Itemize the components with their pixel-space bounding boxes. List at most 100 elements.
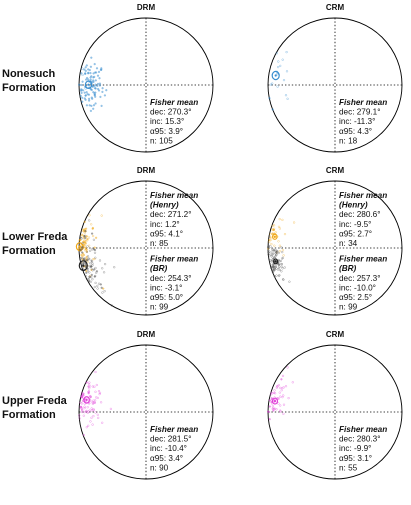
direction-point bbox=[82, 414, 85, 417]
direction-point bbox=[83, 228, 86, 231]
direction-point bbox=[277, 240, 280, 243]
direction-point bbox=[90, 416, 93, 419]
direction-point bbox=[92, 258, 95, 261]
direction-point bbox=[84, 98, 87, 101]
direction-point bbox=[274, 407, 277, 411]
direction-point bbox=[85, 248, 88, 251]
direction-point bbox=[86, 245, 89, 248]
direction-point bbox=[86, 255, 90, 258]
direction-point bbox=[96, 284, 99, 288]
direction-point bbox=[83, 258, 86, 261]
direction-point bbox=[80, 88, 83, 91]
direction-point bbox=[271, 271, 275, 274]
direction-point bbox=[84, 72, 87, 76]
direction-point bbox=[96, 413, 99, 416]
alpha95-ellipse bbox=[78, 260, 88, 272]
direction-point bbox=[282, 254, 285, 257]
direction-point bbox=[87, 68, 90, 71]
direction-point bbox=[81, 96, 84, 99]
direction-point bbox=[78, 238, 82, 242]
direction-point bbox=[269, 251, 273, 254]
direction-point bbox=[110, 304, 113, 307]
direction-point bbox=[279, 64, 282, 68]
direction-point bbox=[274, 265, 278, 268]
direction-point bbox=[83, 220, 86, 224]
direction-point bbox=[101, 267, 104, 270]
direction-point bbox=[273, 275, 276, 278]
direction-point bbox=[109, 407, 113, 411]
stats-n: n: 85 bbox=[150, 239, 169, 248]
stats-a95: α95: 2.5° bbox=[339, 293, 372, 302]
direction-point bbox=[292, 221, 296, 224]
direction-point bbox=[80, 408, 84, 411]
stats-header: Fisher mean bbox=[150, 425, 198, 434]
direction-point bbox=[94, 79, 97, 82]
panel-title: DRM bbox=[137, 166, 156, 175]
direction-point bbox=[92, 80, 95, 83]
direction-point bbox=[83, 68, 86, 71]
direction-point bbox=[94, 266, 97, 270]
stats-a95: α95: 3.1° bbox=[339, 454, 372, 463]
direction-point bbox=[88, 219, 91, 222]
direction-point bbox=[101, 421, 104, 424]
direction-point bbox=[83, 91, 86, 94]
direction-point bbox=[91, 278, 94, 281]
direction-point bbox=[88, 257, 91, 261]
direction-point bbox=[86, 270, 90, 273]
direction-point bbox=[269, 261, 272, 264]
direction-point bbox=[273, 255, 276, 259]
direction-point bbox=[83, 406, 86, 410]
direction-point bbox=[272, 406, 275, 410]
direction-point bbox=[277, 251, 280, 255]
formation-label: Upper Freda bbox=[2, 395, 68, 407]
direction-point bbox=[90, 273, 93, 277]
formation-label: Formation bbox=[2, 82, 56, 94]
stats-dec: dec: 271.2° bbox=[150, 210, 192, 219]
direction-point bbox=[90, 88, 93, 92]
formation-label: Formation bbox=[2, 409, 56, 421]
direction-point bbox=[271, 248, 274, 251]
direction-point bbox=[91, 269, 94, 272]
direction-point bbox=[91, 234, 95, 238]
stats-a95: α95: 4.1° bbox=[150, 229, 183, 238]
alpha95-ellipse bbox=[271, 70, 280, 81]
stats-dec: dec: 257.3° bbox=[339, 274, 381, 283]
direction-point bbox=[266, 245, 270, 249]
stats-n: n: 34 bbox=[339, 239, 358, 248]
direction-point bbox=[278, 250, 281, 253]
direction-point bbox=[79, 249, 83, 252]
direction-point bbox=[277, 225, 281, 228]
direction-point bbox=[81, 266, 84, 269]
stats-n: n: 105 bbox=[150, 136, 173, 145]
direction-point bbox=[282, 403, 286, 406]
direction-point bbox=[101, 90, 104, 94]
direction-point bbox=[95, 383, 98, 387]
direction-point bbox=[83, 241, 87, 244]
direction-point bbox=[91, 423, 94, 426]
direction-point bbox=[87, 278, 90, 281]
direction-point bbox=[79, 405, 82, 409]
direction-point bbox=[277, 397, 280, 400]
direction-point bbox=[281, 218, 284, 222]
fisher-mean-point bbox=[273, 235, 276, 238]
direction-point bbox=[270, 253, 273, 256]
direction-point bbox=[281, 250, 284, 254]
stats-a95: α95: 5.0° bbox=[150, 293, 183, 302]
direction-point bbox=[84, 66, 87, 69]
direction-point bbox=[94, 102, 97, 105]
direction-point bbox=[287, 396, 290, 400]
direction-point bbox=[278, 268, 282, 272]
direction-point bbox=[85, 381, 88, 384]
direction-point bbox=[268, 405, 271, 408]
stats-header: Fisher mean bbox=[339, 191, 387, 200]
direction-point bbox=[273, 244, 276, 247]
direction-point bbox=[280, 246, 283, 249]
direction-point bbox=[87, 97, 91, 100]
direction-point bbox=[103, 262, 107, 266]
